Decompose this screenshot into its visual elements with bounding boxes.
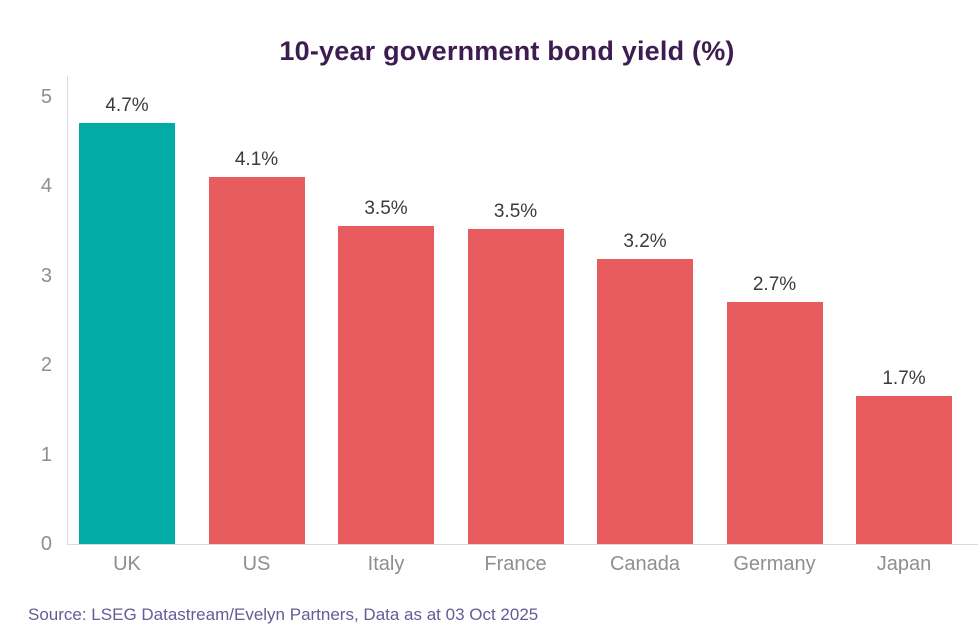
y-axis-tick-label: 0 [40, 533, 52, 555]
bar-value-label: 3.5% [364, 198, 408, 220]
bar-uk [79, 123, 175, 544]
y-axis-tick-label: 3 [40, 264, 52, 287]
x-axis-label-uk: UK [113, 553, 141, 575]
y-axis-tick-label: 2 [40, 354, 52, 376]
bar-value-label: 3.2% [623, 230, 667, 252]
bar-value-label: 3.5% [493, 200, 538, 222]
bar-germany [726, 302, 823, 544]
x-axis-label-us: US [242, 553, 271, 575]
source-text: Source: LSEG Datastream/Evelyn Partners,… [28, 605, 539, 624]
y-axis-tick-label: 5 [40, 85, 52, 108]
y-axis-tick-label: 1 [40, 443, 52, 466]
bar-value-label: 4.7% [105, 95, 149, 117]
bar-us [208, 177, 305, 544]
bar-japan [856, 396, 952, 544]
chart-title: 10-year government bond yield (%) [279, 36, 735, 66]
x-axis-label-japan: Japan [876, 553, 932, 575]
bar-italy [338, 226, 434, 544]
bar-canada [597, 258, 693, 544]
bar-value-label: 1.7% [882, 368, 926, 390]
y-axis-tick-label: 4 [40, 175, 52, 197]
bar-value-label: 2.7% [752, 274, 797, 296]
bar-france [467, 228, 564, 544]
x-axis-label-germany: Germany [733, 553, 816, 575]
bar-value-label: 4.1% [234, 149, 279, 171]
plot-area: 0 1 2 3 4 5 4.7% UK 4.1% US 3.5% Italy 3.5% France 3.2… [41, 76, 978, 575]
x-axis-label-france: France [484, 553, 547, 575]
x-axis-label-canada: Canada [609, 553, 681, 575]
x-axis-label-italy: Italy [367, 553, 405, 575]
